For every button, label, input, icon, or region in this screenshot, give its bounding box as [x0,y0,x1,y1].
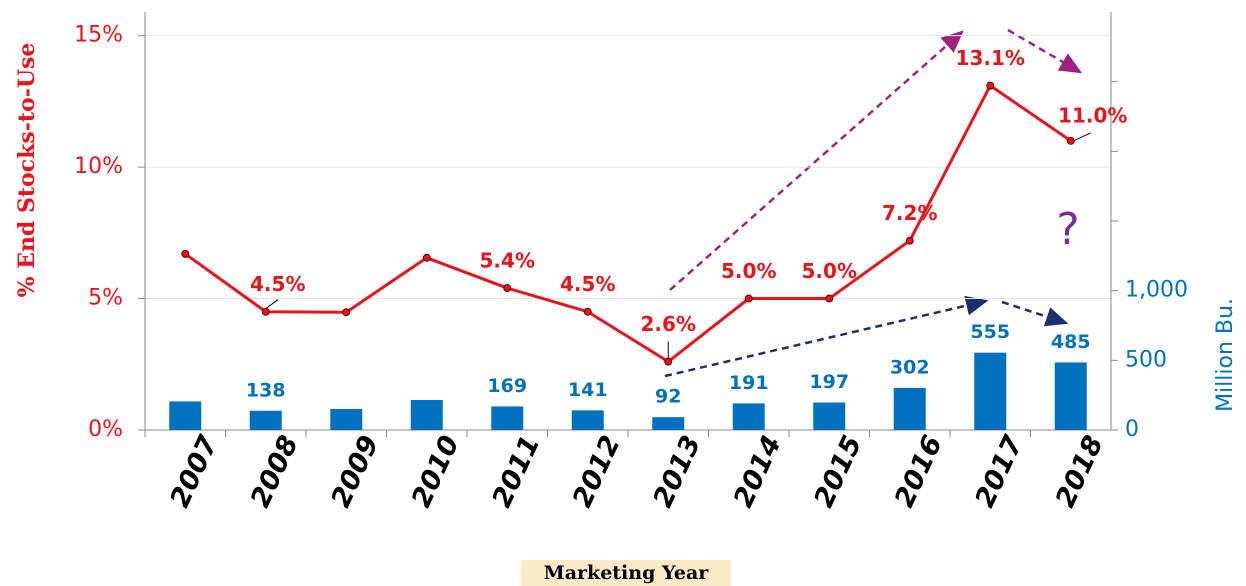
line-value-label: 13.1% [956,46,1025,70]
bar-value-label: 302 [890,356,930,378]
line-point [181,249,190,258]
bar-value-label: 555 [970,321,1010,343]
x-tick-label: 2015 [808,431,868,512]
line-value-label: 5.0% [721,259,776,283]
x-tick-label: 2010 [406,431,466,512]
line-point [342,308,351,317]
y-axis-label: % End Stocks-to-Use [14,43,40,298]
line-point [986,81,995,90]
y2-tick-label: 500 [1125,347,1167,372]
line-point [261,307,270,316]
bar-value-label: 92 [655,386,681,408]
line-value-label: 5.4% [480,249,535,273]
bar [571,410,604,430]
bar [330,408,363,430]
bar [652,417,685,430]
y2-tick-label: 1,000 [1125,278,1188,303]
line-point [422,253,431,262]
bar-value-label: 197 [809,371,849,393]
x-label-box [521,560,731,586]
y-tick-label: 10% [74,154,123,179]
line-value-label: 5.0% [802,259,857,283]
line-point [1066,136,1075,145]
leader-line [1073,132,1091,142]
bar [249,410,282,430]
bar-value-label: 485 [1051,331,1091,353]
x-tick-label: 2008 [245,431,305,512]
y-tick-label: 5% [88,286,123,311]
x-tick-label: 2016 [889,431,949,512]
bar [974,352,1007,430]
y2-axis-label: Million Bu. [1213,298,1238,412]
y-tick-label: 15% [74,23,123,48]
line [184,83,1072,364]
line-point [825,294,834,303]
x-tick-label: 2018 [1050,431,1110,512]
bar [813,402,846,430]
line-value-label: 7.2% [882,201,937,225]
bar-value-label: 141 [568,379,608,401]
x-axis-label: Marketing Year [544,562,710,584]
bar [169,401,202,430]
line-point [905,236,914,245]
bar [1054,362,1087,430]
line-point [503,284,512,293]
x-tick-label: 2011 [486,431,546,512]
leader-line [265,299,279,310]
bar-value-label: 191 [729,372,769,394]
x-tick-label: 2013 [647,431,707,512]
trend-arrows [664,28,1083,378]
line-point [664,357,673,366]
line-value-label: 11.0% [1058,103,1127,127]
x-tick-label: 2007 [164,431,224,512]
annotation: ? [1056,204,1079,255]
line-value-label: 2.6% [641,312,696,336]
y-tick-label: 0% [88,417,123,442]
x-tick-label: 2014 [728,431,788,512]
x-tick-label: 2012 [567,431,627,512]
line-value-label: 4.5% [250,272,305,296]
line-point [583,307,592,316]
x-tick-label: 2009 [325,431,385,512]
line-point [744,294,753,303]
x-tick-label: 2017 [969,431,1029,512]
y2-tick-label: 0 [1125,417,1139,442]
bar-value-label: 138 [246,379,286,401]
line-value-label: 4.5% [560,272,615,296]
bar [410,400,443,430]
bar [491,406,524,430]
bar [732,403,765,430]
bar-value-label: 169 [487,375,527,397]
bar [893,387,926,430]
